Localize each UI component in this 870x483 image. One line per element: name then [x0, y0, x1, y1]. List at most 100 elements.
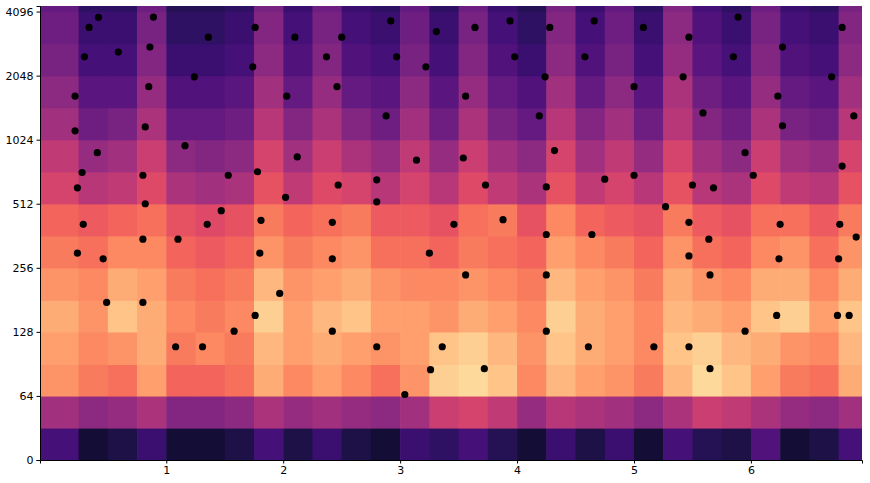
y-tick: 512 [13, 198, 41, 211]
heat-cell [517, 108, 547, 141]
heat-cell [371, 428, 401, 460]
heat-cell [254, 332, 284, 365]
heat-cell [546, 76, 576, 109]
heat-cell [108, 76, 138, 109]
heat-cell [225, 12, 255, 45]
heat-cell [196, 332, 226, 365]
heat-cell [196, 204, 226, 237]
heat-cell [722, 300, 752, 332]
heat-cell [79, 108, 109, 141]
peak-point [499, 216, 506, 223]
peak-point [393, 53, 400, 60]
peak-point [174, 236, 181, 243]
heat-cell [663, 364, 693, 396]
heat-cell [79, 76, 109, 109]
heat-cell [225, 300, 255, 332]
heat-cell [634, 428, 664, 460]
heat-cell [400, 268, 430, 301]
heat-cell [576, 140, 606, 173]
heat-cell [692, 140, 722, 173]
peak-point [225, 172, 232, 179]
peak-point [828, 73, 835, 80]
heat-cell [780, 396, 810, 429]
heat-cell [634, 44, 664, 77]
peak-point [685, 34, 692, 41]
peak-point [462, 271, 469, 278]
heat-cell [722, 140, 752, 173]
y-tick-label: 512 [13, 198, 34, 211]
heat-cell [839, 268, 862, 301]
heat-cell [634, 236, 664, 269]
peak-point [139, 172, 146, 179]
heat-cell [488, 6, 518, 12]
y-tick-mark [37, 268, 41, 269]
heat-cell [429, 236, 459, 269]
heat-cell [576, 428, 606, 460]
heat-cell [40, 428, 79, 460]
heat-cell [342, 108, 372, 141]
heat-cell [488, 236, 518, 269]
heat-cell [400, 172, 430, 205]
heat-cell [283, 396, 313, 429]
heat-cell [517, 172, 547, 205]
heat-cell [546, 204, 576, 237]
heat-cell [692, 44, 722, 77]
heat-cell [108, 364, 138, 396]
x-tick-label: 6 [748, 464, 755, 477]
heat-cell [342, 76, 372, 109]
heat-cell [751, 364, 781, 396]
heat-cell [40, 204, 79, 237]
peak-point [775, 255, 782, 262]
heat-cell [605, 364, 635, 396]
heat-cell [605, 428, 635, 460]
peak-point [373, 343, 380, 350]
heat-cell [312, 396, 342, 429]
heat-cell [751, 332, 781, 365]
peak-point [71, 93, 78, 100]
heat-cell [166, 76, 196, 109]
heat-cell [663, 44, 693, 77]
heat-cell [605, 140, 635, 173]
heat-cell [605, 236, 635, 269]
peak-point [74, 184, 81, 191]
heat-cell [400, 204, 430, 237]
heat-cell [780, 236, 810, 269]
peak-point [779, 43, 786, 50]
y-tick-label: 0 [27, 454, 34, 467]
heat-cell [225, 76, 255, 109]
heat-cell [342, 236, 372, 269]
heat-cell [634, 108, 664, 141]
heat-cell [839, 364, 862, 396]
peak-point [585, 343, 592, 350]
peak-point [294, 153, 301, 160]
peak-point [329, 219, 336, 226]
heat-cell [40, 76, 79, 109]
heat-cell [839, 332, 862, 365]
heat-cell [40, 332, 79, 365]
y-tick: 0 [27, 454, 41, 467]
peak-point [74, 250, 81, 257]
heat-cell [225, 428, 255, 460]
heat-cell [429, 108, 459, 141]
heat-cell [839, 12, 862, 45]
peak-point [150, 13, 157, 20]
peak-point [710, 184, 717, 191]
heat-cell [166, 236, 196, 269]
heat-cell [225, 332, 255, 365]
peak-point [115, 48, 122, 55]
heat-cell [254, 236, 284, 269]
heat-cell [751, 12, 781, 45]
heat-cell [517, 204, 547, 237]
peak-point [204, 221, 211, 228]
peak-point [460, 154, 467, 161]
heat-cell [751, 396, 781, 429]
heat-cell [371, 300, 401, 332]
heat-cell [459, 140, 489, 173]
peak-point [181, 142, 188, 149]
heat-cell [663, 76, 693, 109]
heat-cell [371, 108, 401, 141]
heat-cell [839, 300, 862, 332]
heat-cell [605, 204, 635, 237]
heat-cell [839, 76, 862, 109]
heat-cell [254, 396, 284, 429]
